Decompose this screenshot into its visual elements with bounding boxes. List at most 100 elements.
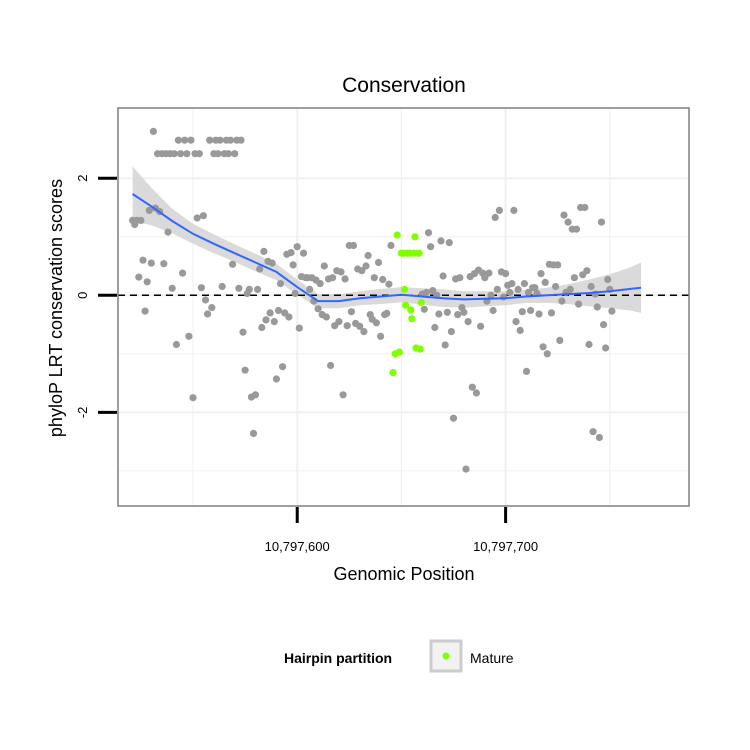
point-other [449, 414, 458, 422]
point-other [508, 280, 516, 288]
point-other [237, 136, 245, 144]
x-tick-label: 10,797,600 [265, 539, 330, 554]
point-other [185, 332, 193, 340]
point-other [139, 256, 147, 264]
y-axis: -2 0 2 [75, 175, 117, 418]
point-other [141, 307, 149, 315]
point-other [218, 282, 226, 291]
point-other [229, 260, 237, 268]
point-other [422, 288, 430, 296]
legend-label-mature: Mature [470, 650, 514, 666]
point-other [189, 394, 197, 402]
point-other [179, 269, 187, 277]
point-other [204, 310, 212, 318]
point-other [164, 228, 172, 236]
point-other [181, 136, 189, 144]
legend-title: Hairpin partition [284, 650, 392, 666]
point-other [495, 206, 503, 214]
point-other [279, 363, 287, 371]
point-other [364, 251, 372, 260]
point-other [249, 429, 258, 437]
point-other [214, 150, 222, 158]
point-other [258, 323, 266, 332]
point-other [427, 243, 435, 251]
point-other [420, 305, 428, 313]
point-other [235, 284, 243, 292]
point-other [543, 350, 551, 358]
point-other [472, 389, 480, 397]
point-other [481, 274, 489, 282]
x-axis: 10,797,600 10,797,700 [265, 507, 538, 554]
point-other [193, 214, 201, 222]
point-other [231, 150, 239, 158]
point-other [435, 310, 443, 318]
point-other [337, 268, 345, 276]
point-other [145, 206, 153, 214]
point-other [137, 216, 145, 224]
point-other [587, 282, 595, 291]
point-other [377, 332, 385, 340]
point-other [187, 136, 195, 144]
point-other [585, 340, 593, 349]
point-other [245, 285, 253, 293]
point-other [316, 280, 324, 288]
point-other [356, 322, 364, 330]
point-other [195, 150, 203, 158]
point-mature [411, 233, 419, 241]
point-other [441, 341, 449, 349]
point-other [589, 428, 597, 436]
point-other [383, 309, 391, 317]
point-other [600, 321, 608, 329]
point-other [276, 280, 285, 288]
chart-title: Conservation [342, 74, 466, 97]
point-other [439, 272, 447, 280]
point-other [160, 260, 168, 268]
point-other [512, 318, 520, 326]
point-other [149, 127, 157, 135]
point-other [499, 293, 508, 301]
point-other [506, 288, 514, 296]
point-other [518, 308, 526, 316]
point-other [285, 313, 293, 321]
point-other [460, 308, 468, 316]
point-other [135, 273, 143, 281]
point-other [431, 323, 439, 332]
point-other [320, 262, 328, 270]
point-other [206, 136, 214, 144]
point-other [293, 243, 301, 251]
point-other [295, 324, 303, 332]
point-other [335, 318, 343, 326]
point-other [360, 328, 368, 336]
point-other [522, 367, 531, 375]
legend-key-mature-dot [442, 652, 450, 660]
point-other [437, 237, 445, 245]
point-other [387, 241, 395, 250]
point-other [535, 310, 543, 318]
point-other [554, 261, 562, 269]
point-other [266, 309, 274, 317]
point-other [464, 318, 472, 326]
point-other [558, 297, 566, 305]
point-other [374, 258, 383, 267]
point-other [514, 285, 522, 293]
y-axis-title: phyloP LRT conservation scores [46, 179, 66, 437]
point-other [510, 206, 518, 214]
point-other [570, 274, 579, 282]
point-other [291, 289, 299, 298]
point-other [556, 336, 564, 344]
point-other [524, 288, 533, 296]
point-other [226, 136, 235, 144]
point-other [339, 391, 347, 399]
point-other [168, 284, 176, 292]
point-other [564, 218, 572, 226]
point-other [572, 225, 581, 233]
point-other [370, 274, 378, 282]
point-other [176, 150, 185, 158]
point-other [197, 284, 205, 292]
point-other [289, 261, 297, 269]
point-other [260, 247, 268, 255]
point-other [385, 280, 393, 288]
point-mature [400, 285, 409, 293]
point-other [477, 322, 485, 330]
point-mature [415, 249, 423, 257]
